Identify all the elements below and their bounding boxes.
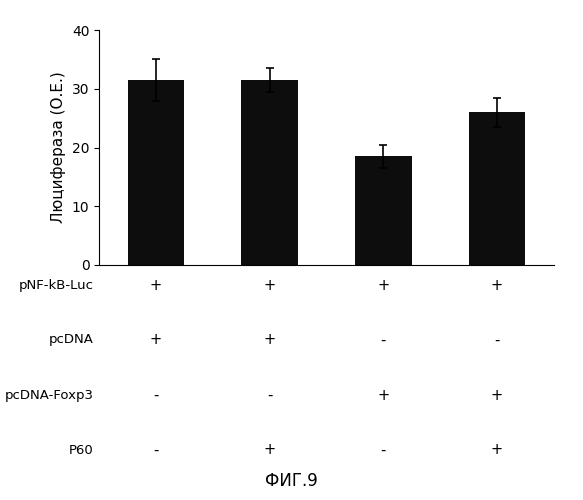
Text: -: - [381,332,386,347]
Text: +: + [264,278,276,292]
Text: +: + [491,442,503,458]
Text: +: + [150,332,162,347]
Text: pcDNA: pcDNA [48,334,93,346]
Text: pNF-kB-Luc: pNF-kB-Luc [18,278,93,291]
Text: pcDNA-Foxp3: pcDNA-Foxp3 [4,388,93,402]
Bar [355,156,412,265]
Text: -: - [381,442,386,458]
Bar [241,80,298,265]
Text: +: + [377,278,389,292]
Text: +: + [264,332,276,347]
Text: +: + [377,388,389,402]
Text: -: - [267,388,272,402]
Text: +: + [491,388,503,402]
Text: P60: P60 [69,444,93,456]
Text: -: - [153,388,159,402]
Text: +: + [150,278,162,292]
Text: +: + [264,442,276,458]
Text: ФИГ.9: ФИГ.9 [265,472,318,490]
Text: -: - [153,442,159,458]
Text: +: + [491,278,503,292]
Bar [469,112,525,265]
Y-axis label: Люцифераза (О.Е.): Люцифераза (О.Е.) [51,72,66,224]
Bar [128,80,184,265]
Text: -: - [494,332,500,347]
